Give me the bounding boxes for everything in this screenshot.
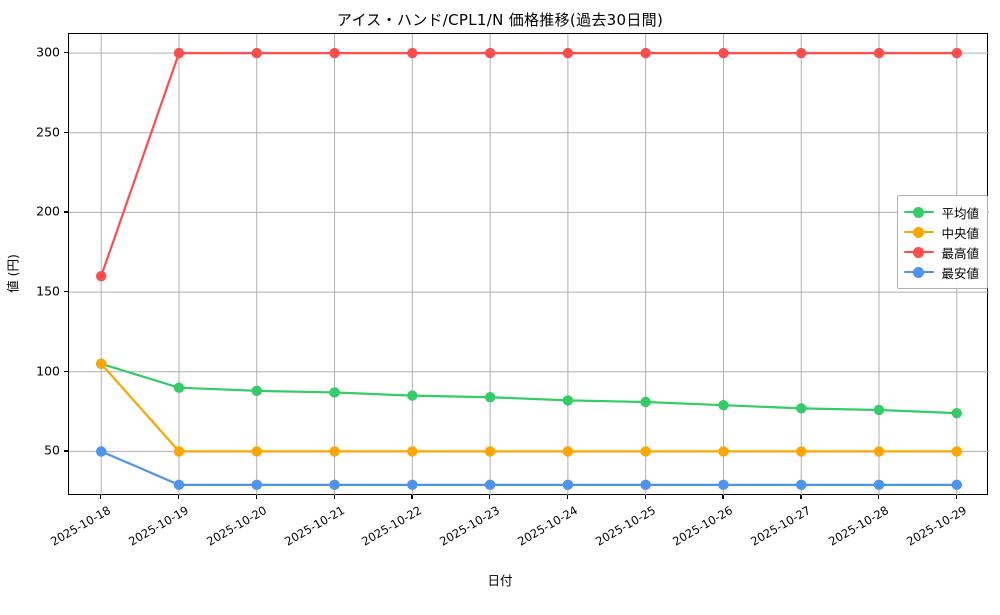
y-tick-label: 100 bbox=[36, 363, 60, 379]
y-tick-mark bbox=[64, 291, 68, 293]
data-point-marker bbox=[329, 387, 340, 398]
data-point-marker bbox=[251, 479, 262, 491]
x-tick-mark bbox=[333, 495, 335, 499]
x-tick-mark bbox=[955, 495, 958, 499]
legend-item[interactable]: 最高値 bbox=[904, 242, 979, 262]
data-point-marker bbox=[329, 479, 340, 491]
data-series-layer bbox=[96, 47, 962, 491]
data-point-marker bbox=[951, 479, 962, 491]
series-line bbox=[100, 450, 958, 486]
series-line bbox=[100, 52, 958, 278]
data-point-marker bbox=[173, 446, 185, 457]
y-axis-label: 値 (円) bbox=[5, 254, 21, 293]
legend-marker-icon bbox=[913, 266, 925, 278]
x-tick-mark bbox=[644, 495, 646, 499]
data-point-marker bbox=[718, 47, 729, 59]
data-point-marker bbox=[251, 385, 262, 397]
data-point-marker bbox=[96, 358, 107, 369]
y-tick-label: 150 bbox=[36, 283, 60, 299]
x-tick-mark bbox=[566, 495, 569, 499]
y-tick-mark bbox=[64, 131, 68, 134]
series-line bbox=[100, 362, 958, 415]
y-tick-mark bbox=[64, 450, 68, 452]
data-point-marker bbox=[873, 479, 885, 491]
data-point-marker bbox=[96, 270, 107, 282]
x-tick-mark bbox=[177, 495, 180, 499]
y-tick-label: 50 bbox=[44, 442, 60, 458]
data-point-marker bbox=[562, 446, 574, 457]
y-tick-mark bbox=[64, 211, 68, 213]
data-point-marker bbox=[951, 47, 962, 59]
legend-marker-icon bbox=[913, 226, 925, 238]
x-tick-mark bbox=[489, 495, 491, 499]
data-point-marker bbox=[640, 396, 651, 408]
x-tick-mark bbox=[800, 495, 802, 499]
x-tick-mark bbox=[878, 495, 880, 499]
chart-legend: 平均値中央値最高値最安値 bbox=[897, 195, 988, 289]
data-point-marker bbox=[873, 47, 885, 59]
legend-item[interactable]: 最安値 bbox=[904, 262, 979, 282]
legend-marker-icon bbox=[913, 206, 925, 218]
data-point-marker bbox=[251, 47, 262, 59]
data-point-marker bbox=[173, 382, 185, 393]
legend-label: 最安値 bbox=[941, 265, 979, 281]
x-tick-mark bbox=[255, 495, 258, 499]
y-tick-mark bbox=[64, 52, 68, 54]
data-point-marker bbox=[173, 479, 185, 491]
y-tick-label: 250 bbox=[36, 124, 60, 140]
legend-color-swatch bbox=[904, 265, 935, 279]
data-point-marker bbox=[562, 395, 574, 406]
data-point-marker bbox=[873, 446, 885, 457]
data-point-marker bbox=[640, 47, 651, 59]
data-point-marker bbox=[562, 47, 574, 59]
data-point-marker bbox=[951, 407, 962, 419]
data-point-marker bbox=[796, 403, 807, 414]
data-point-marker bbox=[796, 47, 807, 59]
data-point-marker bbox=[484, 392, 496, 403]
data-point-marker bbox=[640, 446, 651, 457]
data-point-marker bbox=[407, 479, 418, 491]
data-point-marker bbox=[718, 399, 729, 411]
legend-label: 最高値 bbox=[941, 245, 979, 261]
legend-color-swatch bbox=[904, 245, 935, 259]
legend-color-swatch bbox=[904, 205, 935, 219]
legend-marker-icon bbox=[913, 246, 925, 258]
data-point-marker bbox=[718, 446, 729, 457]
chart-figure: アイス・ハンド/CPL1/N 価格推移(過去30日間) 50 100 150 200 2… bbox=[5, 11, 989, 588]
x-tick-mark bbox=[722, 495, 724, 499]
data-point-marker bbox=[640, 479, 651, 491]
data-point-marker bbox=[251, 446, 262, 457]
y-tick-label: 300 bbox=[36, 44, 60, 60]
x-tick-mark bbox=[100, 495, 102, 499]
y-tick-label: 200 bbox=[36, 203, 60, 219]
legend-item[interactable]: 中央値 bbox=[904, 222, 979, 242]
data-point-marker bbox=[173, 47, 185, 59]
data-point-marker bbox=[484, 47, 496, 59]
data-point-marker bbox=[407, 390, 418, 401]
data-point-marker bbox=[329, 47, 340, 59]
data-point-marker bbox=[873, 404, 885, 416]
plot-area bbox=[68, 33, 989, 496]
data-point-marker bbox=[796, 446, 807, 457]
data-point-marker bbox=[562, 479, 574, 491]
y-tick-mark bbox=[64, 370, 68, 373]
data-point-marker bbox=[484, 479, 496, 491]
data-point-marker bbox=[796, 479, 807, 491]
x-tick-mark bbox=[411, 495, 413, 499]
data-point-marker bbox=[329, 446, 340, 457]
data-point-marker bbox=[96, 446, 107, 457]
legend-label: 平均値 bbox=[941, 205, 979, 221]
legend-item[interactable]: 平均値 bbox=[904, 202, 979, 222]
legend-label: 中央値 bbox=[941, 225, 979, 241]
data-point-marker bbox=[718, 479, 729, 491]
data-point-marker bbox=[407, 446, 418, 457]
chart-title: アイス・ハンド/CPL1/N 価格推移(過去30日間) bbox=[336, 11, 664, 29]
x-axis-label: 日付 bbox=[487, 573, 513, 588]
data-point-marker bbox=[407, 47, 418, 59]
data-point-marker bbox=[951, 446, 962, 457]
legend-color-swatch bbox=[904, 225, 935, 239]
series-line bbox=[100, 362, 958, 453]
data-point-marker bbox=[484, 446, 496, 457]
